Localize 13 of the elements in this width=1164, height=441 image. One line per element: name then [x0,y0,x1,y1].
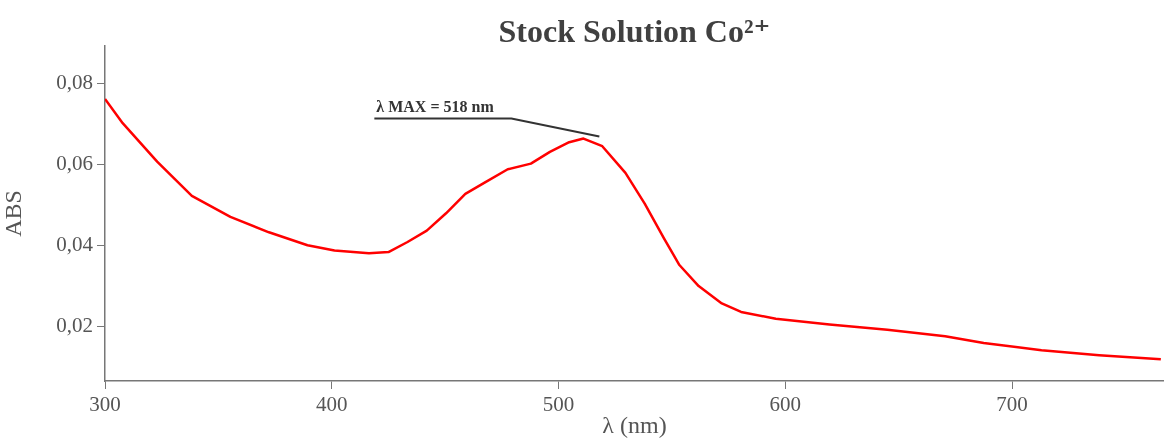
x-tick-label: 300 [89,392,121,417]
x-tick-label: 500 [542,392,575,417]
y-tick-label: 0,08 [56,70,93,95]
y-tick-label: 0,04 [56,231,94,256]
x-tick-label: 600 [769,392,802,417]
chart-title: Stock Solution Co²⁺ [498,13,771,49]
y-tick-label: 0,06 [56,150,93,175]
y-axis-title: ABS [0,190,26,237]
annotation: λ MAX = 518 nm [376,97,495,115]
x-tick-label: 400 [316,392,348,417]
x-axis-title: λ (nm) [602,411,667,438]
y-tick-label: 0,02 [56,312,93,337]
x-tick-label: 700 [996,392,1028,417]
